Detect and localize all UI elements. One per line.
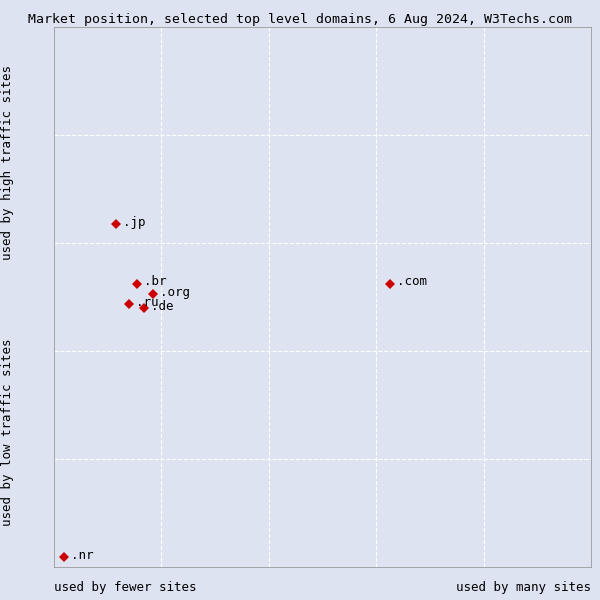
Text: used by many sites: used by many sites: [456, 581, 591, 594]
Text: .com: .com: [397, 275, 427, 289]
Text: .nr: .nr: [71, 549, 93, 562]
Text: .jp: .jp: [123, 216, 145, 229]
Text: .ru: .ru: [136, 296, 158, 309]
Text: used by fewer sites: used by fewer sites: [54, 581, 197, 594]
Text: Market position, selected top level domains, 6 Aug 2024, W3Techs.com: Market position, selected top level doma…: [28, 13, 572, 26]
Text: .br: .br: [144, 275, 167, 289]
Text: .de: .de: [151, 299, 173, 313]
Text: used by high traffic sites: used by high traffic sites: [1, 64, 14, 259]
Text: .org: .org: [160, 286, 190, 299]
Text: used by low traffic sites: used by low traffic sites: [1, 338, 14, 526]
